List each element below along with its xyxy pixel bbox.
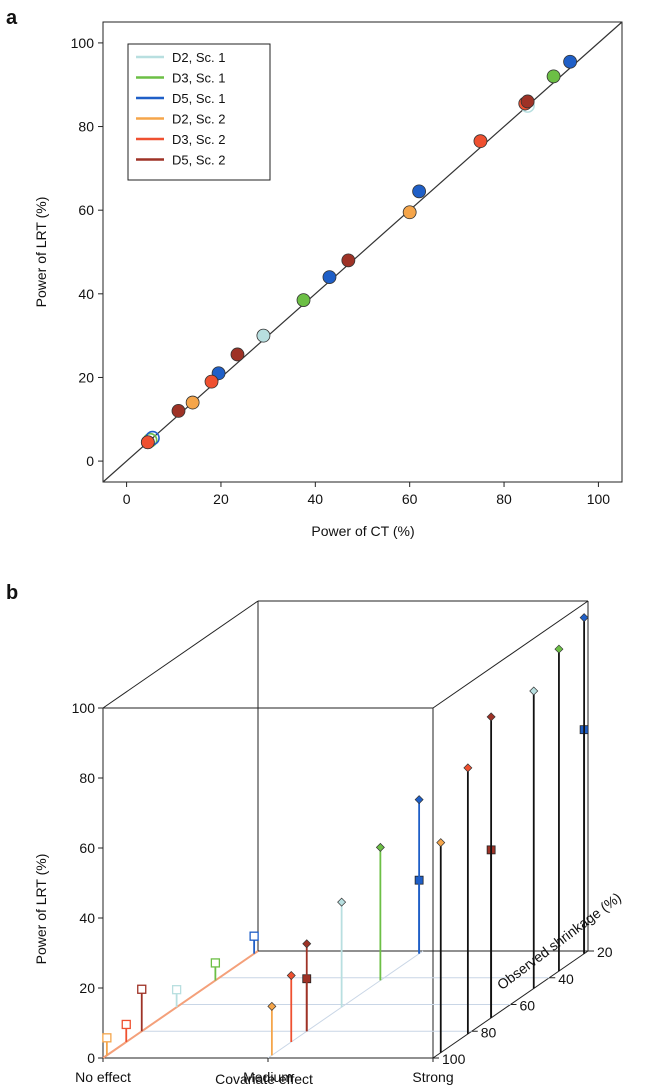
y-tick-label: 0 bbox=[86, 453, 94, 469]
floor-gridline bbox=[267, 950, 424, 1059]
y-tick-label: 80 bbox=[79, 770, 95, 786]
scatter-point bbox=[412, 184, 427, 199]
panel-b-x-axis-title: Covariate effect bbox=[215, 1071, 313, 1087]
z-tick-label: 40 bbox=[558, 971, 574, 987]
scatter-point bbox=[546, 69, 561, 84]
scatter-point bbox=[341, 253, 356, 268]
x-tick-label: 100 bbox=[587, 491, 611, 507]
stem-marker-diamond bbox=[436, 838, 446, 848]
stem-marker-diamond bbox=[529, 686, 539, 696]
x-tick-label: Strong bbox=[412, 1069, 453, 1085]
stem-marker-hollow-square bbox=[171, 985, 182, 995]
panel-a-y-axis-title: Power of LRT (%) bbox=[33, 197, 49, 308]
z-tick-label: 20 bbox=[597, 944, 613, 960]
legend-entry: D5, Sc. 2 bbox=[172, 153, 225, 168]
y-tick-label: 100 bbox=[71, 35, 95, 51]
scatter-point bbox=[171, 404, 186, 418]
x-tick-label: No effect bbox=[75, 1069, 131, 1085]
z-tick-label: 60 bbox=[520, 998, 536, 1014]
panel-b-floor-grid bbox=[102, 950, 550, 1059]
panel-b-label: b bbox=[6, 582, 18, 604]
x-tick-label: 60 bbox=[402, 491, 418, 507]
stem-marker-hollow-square bbox=[137, 984, 147, 994]
x-tick-label: 80 bbox=[496, 491, 512, 507]
stem-marker-diamond bbox=[579, 613, 589, 623]
x-tick-label: Medium bbox=[243, 1069, 293, 1085]
stem-marker-diamond bbox=[302, 939, 312, 949]
scatter-point bbox=[185, 395, 200, 410]
legend-entry: D3, Sc. 1 bbox=[172, 71, 225, 86]
scatter-point bbox=[140, 435, 155, 450]
y-tick-label: 40 bbox=[78, 286, 94, 302]
x-tick-label: 40 bbox=[308, 491, 324, 507]
z-tick-label: 100 bbox=[442, 1051, 466, 1067]
y-tick-label: 100 bbox=[72, 700, 96, 716]
panel-a-ticks: 0 20 40 60 80 100 0 20 40 60 80 100 bbox=[71, 35, 611, 507]
stem-marker-hollow-square bbox=[210, 958, 221, 968]
box-edge bbox=[432, 600, 589, 709]
y-tick-label: 40 bbox=[79, 910, 95, 926]
stem-marker-diamond bbox=[267, 1001, 277, 1011]
stem-marker-diamond bbox=[286, 970, 296, 980]
stem-marker-hollow-square bbox=[121, 1019, 131, 1030]
y-tick-label: 0 bbox=[87, 1050, 95, 1066]
stem-marker-hollow-square bbox=[102, 1033, 112, 1043]
scatter-point bbox=[296, 293, 311, 307]
y-tick-label: 20 bbox=[79, 980, 95, 996]
panel-a-legend: D2, Sc. 1 D3, Sc. 1 D5, Sc. 1 D2, Sc. 2 D3, … bbox=[127, 43, 271, 181]
y-tick-label: 60 bbox=[79, 840, 95, 856]
y-tick-label: 80 bbox=[78, 119, 94, 135]
legend-entry: D5, Sc. 1 bbox=[172, 91, 225, 106]
y-tick-label: 60 bbox=[78, 202, 94, 218]
stem-marker-diamond bbox=[463, 763, 473, 773]
panel-a-x-axis-title: Power of CT (%) bbox=[311, 523, 414, 539]
y-tick-label: 20 bbox=[78, 369, 94, 385]
panel-b-ticks: 0 20 40 60 80 100 No effect Medium Strong 20 40 60 8… bbox=[72, 700, 613, 1085]
scatter-point bbox=[520, 94, 535, 109]
stem-marker-diamond bbox=[337, 897, 347, 907]
panel-b-stems bbox=[102, 613, 589, 1056]
x-tick-label: 20 bbox=[213, 491, 229, 507]
stem-marker-diamond bbox=[554, 644, 564, 654]
floor-gridline bbox=[102, 950, 259, 1059]
scatter-point bbox=[322, 270, 337, 284]
scatter-point bbox=[230, 347, 245, 362]
legend-entry: D3, Sc. 2 bbox=[172, 132, 225, 147]
legend-entry: D2, Sc. 2 bbox=[172, 112, 225, 127]
panel-a-label: a bbox=[6, 7, 18, 29]
panel-b-y-axis-title: Power of LRT (%) bbox=[33, 854, 49, 965]
legend-box bbox=[127, 43, 271, 181]
panel-a-points bbox=[140, 54, 577, 450]
scatter-point bbox=[256, 328, 271, 343]
z-tick-label: 80 bbox=[481, 1024, 497, 1040]
x-tick-label: 0 bbox=[123, 491, 131, 507]
scatter-point bbox=[473, 134, 488, 149]
scatter-point bbox=[204, 374, 219, 389]
stem-marker-diamond bbox=[375, 842, 385, 852]
legend-entry: D2, Sc. 1 bbox=[172, 50, 225, 65]
stem-marker-hollow-square bbox=[249, 931, 259, 941]
box-edge bbox=[102, 600, 259, 709]
scatter-point bbox=[402, 205, 417, 220]
stem-marker-diamond bbox=[414, 795, 424, 805]
stem-marker-diamond bbox=[486, 712, 496, 722]
scatter-point bbox=[563, 54, 577, 69]
